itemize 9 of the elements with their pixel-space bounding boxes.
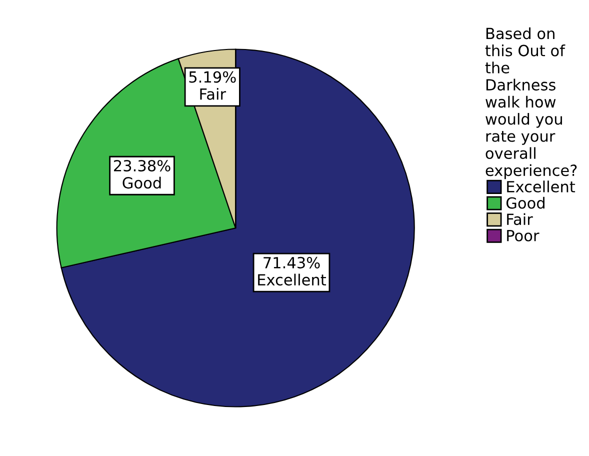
legend-label: Fair xyxy=(507,213,533,226)
text: Based on this Out of the Darkness walk how would you rate your overall experience? xyxy=(485,27,577,180)
legend-label: Good xyxy=(506,196,544,209)
legend-label: Excellent xyxy=(507,180,576,192)
pie-slice xyxy=(60,48,415,408)
legend-label: Poor xyxy=(507,230,540,242)
data-label: 5.19% Fair xyxy=(189,71,236,100)
data-label: 23.38% Good xyxy=(114,160,170,189)
data-label: 71.43% Excellent xyxy=(258,256,326,286)
